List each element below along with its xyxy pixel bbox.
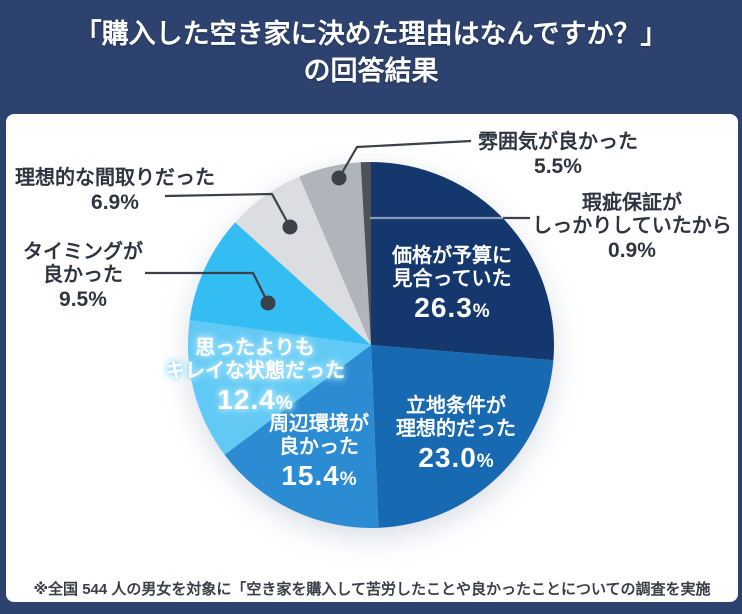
label-surroundings-good: 周辺環境が 良かった 15.4%	[269, 413, 369, 495]
pct-value: 5.5	[534, 155, 564, 178]
label-text: 良かった	[43, 264, 123, 286]
label-cleaner-than-expected: 思ったよりも キレイな状態だった 12.4%	[165, 337, 345, 419]
label-text: 雰囲気が良かった	[478, 131, 638, 153]
label-text: タイミングが	[23, 241, 143, 263]
pct-group: 12.4%	[165, 385, 345, 419]
pie-slices	[188, 161, 554, 529]
label-atmosphere-good: 雰囲気が良かった 5.5%	[478, 131, 638, 179]
page-title-line1: 「購入した空き家に決めた理由はなんですか？」	[74, 19, 668, 49]
label-text: 理想的だった	[396, 418, 516, 440]
pct-value: 9.5	[59, 288, 89, 311]
pct-group: 15.4%	[269, 461, 369, 495]
percent-sign: %	[120, 191, 139, 214]
label-text: 立地条件が	[406, 395, 506, 417]
pct-value: 12.4	[217, 384, 276, 415]
pct-group: 9.5%	[23, 288, 143, 312]
leader-dot	[260, 295, 276, 311]
pie-slice-6	[299, 162, 371, 345]
pie-slice-0	[371, 162, 554, 361]
pie-slice-7	[360, 161, 371, 345]
pct-group: 6.9%	[15, 191, 215, 215]
leader-line	[145, 271, 269, 304]
label-text: 見合っていた	[392, 268, 512, 290]
pct-group: 23.0%	[396, 443, 516, 477]
pct-group: 0.9%	[532, 239, 731, 263]
label-text: 瑕疵保証が	[582, 192, 682, 214]
survey-note: ※全国 544 人の男女を対象に「空き家を購入して苦労したことや良かったことにつ…	[33, 581, 711, 598]
label-text: キレイな状態だった	[165, 360, 345, 382]
label-text: 良かった	[279, 436, 359, 458]
chart-card: 雰囲気が良かった 5.5% 瑕疵保証が しっかりしていたから 0.9% 理想的な…	[6, 114, 738, 602]
leader-dot	[331, 170, 347, 186]
pct-group: 26.3%	[392, 293, 512, 327]
percent-sign: %	[563, 155, 582, 178]
pct-value: 15.4	[281, 460, 340, 491]
label-text: しっかりしていたから	[532, 215, 732, 237]
leader-line	[164, 192, 291, 228]
pie-chart	[145, 139, 554, 529]
label-text: 価格が予算に	[392, 245, 512, 267]
percent-sign: %	[476, 451, 494, 472]
pie-slice-3	[188, 320, 371, 455]
pie-slice-4	[189, 222, 371, 345]
label-location-ideal: 立地条件が 理想的だった 23.0%	[396, 395, 516, 477]
label-price-fit-budget: 価格が予算に 見合っていた 26.3%	[392, 245, 512, 327]
pct-group: 5.5%	[478, 155, 638, 179]
leader-dot	[282, 219, 298, 235]
pct-value: 26.3	[414, 292, 473, 323]
leader-line	[338, 139, 472, 179]
percent-sign: %	[275, 393, 293, 414]
page-title-line2: の回答結果	[303, 56, 439, 86]
percent-sign: %	[339, 469, 357, 490]
pct-value: 0.9	[608, 239, 638, 262]
header-banner: 「購入した空き家に決めた理由はなんですか？」 の回答結果	[0, 0, 742, 114]
label-text: 理想的な間取りだった	[15, 167, 215, 189]
label-ideal-floorplan: 理想的な間取りだった 6.9%	[15, 167, 215, 215]
pct-value: 6.9	[91, 191, 121, 214]
pct-value: 23.0	[418, 442, 477, 473]
pie-slice-1	[371, 345, 554, 528]
percent-sign: %	[88, 288, 107, 311]
percent-sign: %	[472, 301, 490, 322]
label-timing-good: タイミングが 良かった 9.5%	[23, 241, 143, 312]
percent-sign: %	[637, 239, 656, 262]
pie-slice-2	[224, 345, 379, 529]
label-text: 思ったよりも	[195, 337, 315, 359]
label-text: 周辺環境が	[269, 413, 369, 435]
label-defect-warranty: 瑕疵保証が しっかりしていたから 0.9%	[532, 192, 731, 263]
pie-slice-5	[235, 176, 371, 345]
